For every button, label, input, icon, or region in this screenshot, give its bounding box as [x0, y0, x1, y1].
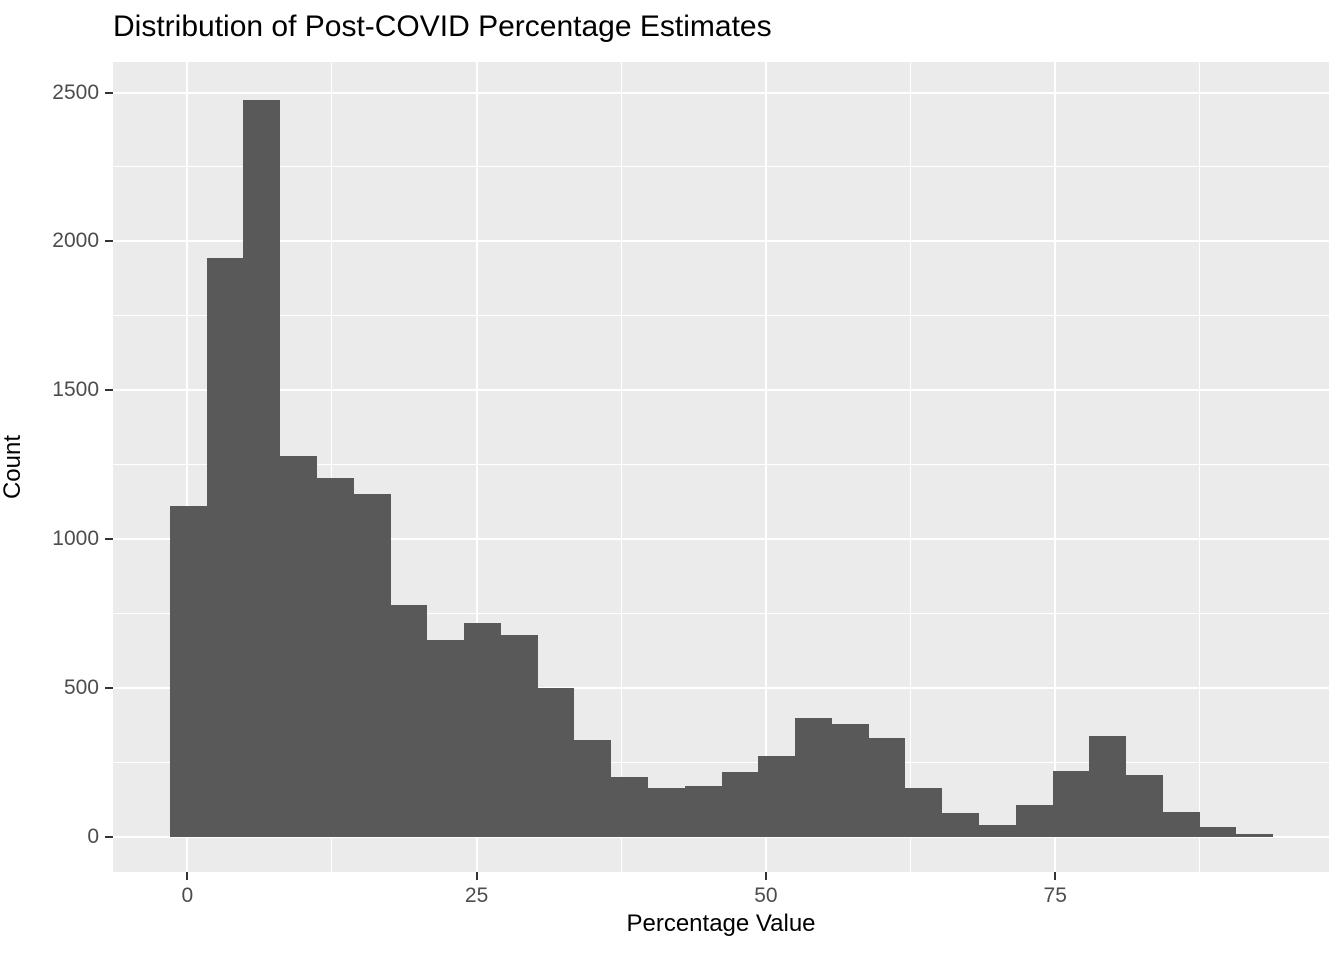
- histogram-bar: [317, 478, 354, 837]
- histogram-bar: [538, 687, 574, 837]
- plot-panel: [113, 62, 1329, 872]
- x-axis-label: Percentage Value: [626, 910, 816, 937]
- histogram-bar: [354, 494, 391, 837]
- histogram-bar: [1163, 811, 1200, 837]
- major-gridline-y: [113, 686, 1329, 689]
- histogram-bar: [722, 771, 758, 837]
- y-axis-label: Count: [0, 434, 26, 500]
- histogram-bar: [170, 506, 207, 837]
- minor-gridline-x: [331, 62, 333, 872]
- histogram-bar: [758, 755, 795, 837]
- y-tick-mark: [105, 91, 113, 94]
- histogram-bar: [1236, 834, 1273, 837]
- major-gridline-y: [113, 91, 1329, 94]
- histogram-bar: [1089, 736, 1126, 837]
- y-tick-mark: [105, 538, 113, 541]
- y-tick-mark: [105, 240, 113, 243]
- histogram-bar: [685, 786, 722, 837]
- x-tick-mark: [1054, 872, 1057, 880]
- histogram-bar: [280, 455, 317, 837]
- histogram-bar: [611, 777, 648, 837]
- minor-gridline-y: [113, 612, 1329, 614]
- major-gridline-x: [764, 62, 767, 872]
- y-tick-label: 1500: [52, 378, 99, 402]
- minor-gridline-x: [620, 62, 622, 872]
- histogram-bar: [464, 622, 501, 837]
- histogram-bar: [648, 788, 685, 837]
- histogram-bar: [869, 738, 905, 837]
- x-tick-label: 50: [754, 884, 778, 907]
- x-tick-label: 25: [464, 884, 489, 907]
- x-tick-mark: [186, 872, 189, 880]
- histogram-bar: [905, 788, 942, 837]
- minor-gridline-y: [113, 464, 1329, 466]
- minor-gridline-x: [1199, 62, 1201, 872]
- major-gridline-y: [113, 835, 1329, 838]
- histogram-bar: [1053, 770, 1089, 837]
- y-tick-label: 0: [87, 824, 99, 848]
- major-gridline-x: [475, 62, 478, 872]
- histogram-bar: [391, 604, 427, 837]
- x-tick-label: 75: [1043, 884, 1067, 907]
- histogram-bar: [979, 824, 1016, 837]
- minor-gridline-y: [113, 761, 1329, 763]
- y-tick-label: 500: [63, 675, 99, 699]
- minor-gridline-y: [113, 166, 1329, 168]
- y-tick-label: 1000: [52, 527, 99, 551]
- x-tick-label: 0: [181, 884, 194, 907]
- histogram-bar: [1126, 775, 1163, 837]
- histogram-bar: [1200, 826, 1236, 837]
- histogram-bar: [795, 717, 832, 837]
- histogram-bar: [832, 724, 869, 837]
- x-tick-mark: [475, 872, 478, 880]
- y-tick-mark: [105, 686, 113, 689]
- chart-title: Distribution of Post-COVID Percentage Es…: [113, 10, 772, 43]
- major-gridline-y: [113, 389, 1329, 392]
- histogram-bar: [207, 257, 243, 837]
- y-tick-mark: [105, 389, 113, 392]
- major-gridline-x: [1054, 62, 1057, 872]
- histogram-bar: [574, 739, 611, 837]
- histogram-bar: [243, 100, 280, 837]
- x-tick-mark: [764, 872, 767, 880]
- major-gridline-y: [113, 538, 1329, 541]
- histogram-bar: [501, 634, 538, 837]
- y-tick-mark: [105, 835, 113, 838]
- minor-gridline-x: [910, 62, 912, 872]
- histogram-bar: [1016, 805, 1053, 837]
- y-tick-label: 2000: [52, 229, 99, 253]
- histogram-bar: [942, 812, 979, 837]
- minor-gridline-y: [113, 315, 1329, 317]
- histogram-bar: [427, 640, 464, 837]
- major-gridline-x: [186, 62, 189, 872]
- major-gridline-y: [113, 240, 1329, 243]
- y-tick-label: 2500: [52, 80, 99, 104]
